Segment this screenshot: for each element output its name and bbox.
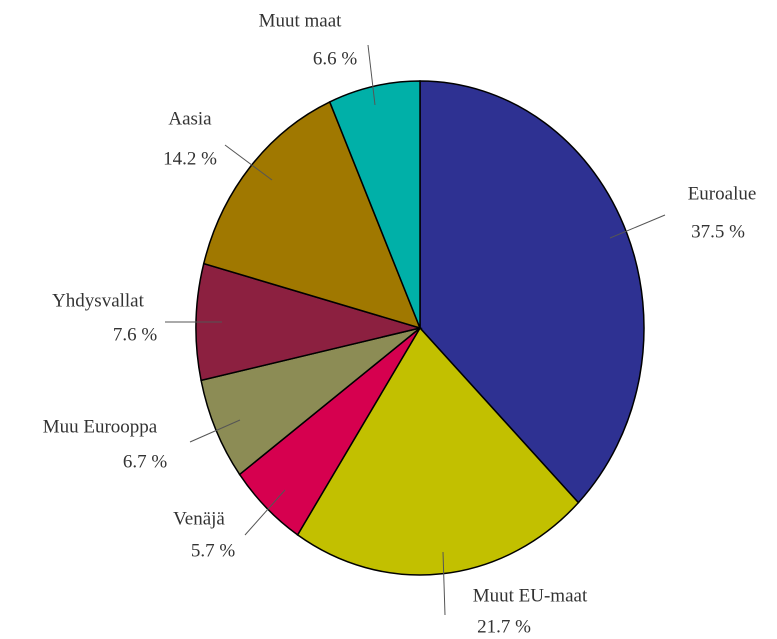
slice-label: Euroalue bbox=[688, 183, 757, 204]
pie-slice bbox=[419, 80, 645, 504]
slice-label: Venäjä bbox=[173, 508, 225, 529]
pie-slice bbox=[328, 80, 421, 329]
slice-label: Aasia bbox=[168, 108, 212, 129]
leader-line bbox=[244, 489, 286, 536]
slice-label: Muu Eurooppa bbox=[43, 416, 158, 437]
slice-value: 5.7 % bbox=[191, 540, 236, 561]
leader-line bbox=[609, 214, 666, 239]
slice-label: Muut EU-maat bbox=[473, 585, 588, 606]
slice-value: 14.2 % bbox=[163, 148, 217, 169]
leader-line bbox=[224, 144, 273, 181]
leader-line bbox=[367, 44, 376, 106]
leader-line bbox=[189, 419, 241, 443]
slice-value: 6.7 % bbox=[123, 451, 168, 472]
pie-slice bbox=[296, 326, 580, 576]
slice-label: Yhdysvallat bbox=[52, 290, 145, 311]
slice-value: 21.7 % bbox=[477, 616, 531, 637]
slice-label: Muut maat bbox=[259, 10, 343, 31]
slice-value: 6.6 % bbox=[313, 48, 358, 69]
leader-line bbox=[442, 551, 446, 616]
slice-value: 37.5 % bbox=[691, 221, 745, 242]
slice-value: 7.6 % bbox=[113, 324, 158, 345]
pie-slice bbox=[202, 100, 422, 330]
